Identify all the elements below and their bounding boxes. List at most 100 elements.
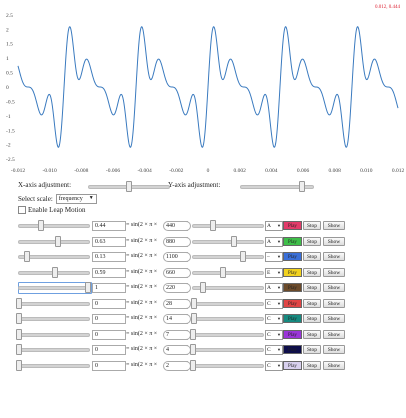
stop-button[interactable]: Stop [303,298,321,308]
stop-button[interactable]: Stop [303,283,321,292]
play-color-button[interactable]: Play [283,298,302,308]
frequency-slider-track[interactable] [192,255,264,259]
amplitude-slider-track[interactable] [18,348,90,352]
note-select[interactable]: – ▼ [265,252,283,262]
play-color-button[interactable]: Play [283,267,302,277]
amplitude-slider-thumb[interactable] [24,251,31,262]
frequency-slider-track[interactable] [192,270,264,275]
amplitude-slider-track[interactable] [18,301,90,306]
scale-select[interactable]: frequency ▼ [55,194,97,204]
frequency-input[interactable]: 440 [163,221,188,231]
stop-button[interactable]: Stop [303,267,321,277]
show-button[interactable]: Show [323,283,345,292]
play-color-button[interactable]: Play [283,345,302,354]
amplitude-slider-track[interactable] [18,363,90,368]
frequency-slider-track[interactable] [192,348,264,352]
amplitude-input[interactable]: 0.59 [92,267,126,278]
frequency-input[interactable]: 7 [163,329,188,340]
frequency-slider-thumb[interactable] [191,297,198,309]
frequency-input[interactable]: 660 [163,267,188,278]
note-select[interactable]: A ▼ [265,283,283,293]
leap-motion-checkbox[interactable] [18,206,26,214]
frequency-slider-thumb[interactable] [190,344,197,355]
note-select[interactable]: C ▼ [265,298,283,309]
play-color-button[interactable]: Play [283,283,302,292]
play-color-button[interactable]: Play [283,236,302,246]
stop-button[interactable]: Stop [303,360,321,370]
frequency-slider-thumb[interactable] [220,266,227,278]
frequency-input[interactable]: 2 [163,360,188,371]
note-select[interactable]: A ▼ [265,221,283,231]
amplitude-slider-thumb[interactable] [16,344,22,355]
play-color-button[interactable]: Play [283,329,302,339]
note-select[interactable]: C ▼ [265,345,283,355]
amplitude-slider-thumb[interactable] [16,328,22,340]
show-button[interactable]: Show [323,360,345,370]
waveform-chart[interactable]: 2.5 2 1.5 1 0.5 0 -0.5 -1 -1.5 -2 -2.5 -0.012 -0.010… [0,0,406,178]
frequency-slider-track[interactable] [192,363,264,368]
frequency-slider-thumb[interactable] [240,251,247,262]
frequency-slider-track[interactable] [192,239,264,244]
frequency-slider-thumb[interactable] [209,220,216,231]
note-select[interactable]: A ▼ [265,236,283,247]
amplitude-input[interactable]: 0.44 [92,221,126,231]
frequency-slider-thumb[interactable] [230,235,237,247]
amplitude-slider-track[interactable] [18,317,90,321]
amplitude-input[interactable]: 1 [92,283,126,293]
frequency-slider-thumb[interactable] [190,359,197,371]
amplitude-slider-track[interactable] [18,255,90,259]
show-button[interactable]: Show [323,345,345,354]
frequency-input[interactable]: 4 [163,345,188,355]
stop-button[interactable]: Stop [303,221,321,230]
frequency-slider-track[interactable] [192,224,264,228]
frequency-input[interactable]: 28 [163,298,188,309]
frequency-input[interactable]: 14 [163,314,188,324]
amplitude-input[interactable]: 0 [92,360,126,371]
frequency-slider-thumb[interactable] [199,282,206,293]
stop-button[interactable]: Stop [303,236,321,246]
amplitude-slider-thumb[interactable] [52,266,59,278]
show-button[interactable]: Show [323,267,345,277]
amplitude-slider-thumb[interactable] [54,235,61,247]
frequency-input[interactable]: 220 [163,283,188,293]
x-axis-slider-thumb[interactable] [126,181,132,192]
frequency-slider-thumb[interactable] [190,313,197,324]
show-button[interactable]: Show [323,252,345,261]
waveform-plot[interactable]: 2.5 2 1.5 1 0.5 0 -0.5 -1 -1.5 -2 -2.5 -0.012 -0.010… [0,0,406,178]
amplitude-slider-track[interactable] [18,239,90,244]
amplitude-slider-thumb[interactable] [16,313,22,324]
amplitude-input[interactable]: 0.13 [92,252,126,262]
show-button[interactable]: Show [323,329,345,339]
stop-button[interactable]: Stop [303,329,321,339]
note-select[interactable]: C ▼ [265,314,283,324]
amplitude-slider-track[interactable] [18,224,90,228]
show-button[interactable]: Show [323,236,345,246]
frequency-slider-track[interactable] [192,332,264,337]
amplitude-input[interactable]: 0 [92,329,126,340]
frequency-slider-track[interactable] [192,301,264,306]
note-select[interactable]: C ▼ [265,360,283,371]
amplitude-slider-thumb[interactable] [84,282,91,293]
stop-button[interactable]: Stop [303,314,321,323]
y-axis-slider-track[interactable] [240,185,314,189]
play-color-button[interactable]: Play [283,252,302,261]
note-select[interactable]: E ▼ [265,267,283,278]
amplitude-input[interactable]: 0 [92,314,126,324]
note-select[interactable]: C ▼ [265,329,283,340]
play-color-button[interactable]: Play [283,221,302,230]
y-axis-slider-thumb[interactable] [299,181,306,192]
stop-button[interactable]: Stop [303,345,321,354]
frequency-input[interactable]: 1100 [163,252,188,262]
frequency-input[interactable]: 880 [163,236,188,247]
amplitude-slider-thumb[interactable] [16,359,22,371]
amplitude-input[interactable]: 0 [92,298,126,309]
play-color-button[interactable]: Play [283,314,302,323]
amplitude-slider-track[interactable] [18,332,90,337]
frequency-slider-track[interactable] [192,317,264,321]
show-button[interactable]: Show [323,221,345,230]
stop-button[interactable]: Stop [303,252,321,261]
frequency-slider-track[interactable] [192,286,264,290]
show-button[interactable]: Show [323,298,345,308]
amplitude-slider-track[interactable] [18,286,90,290]
amplitude-input[interactable]: 0 [92,345,126,355]
